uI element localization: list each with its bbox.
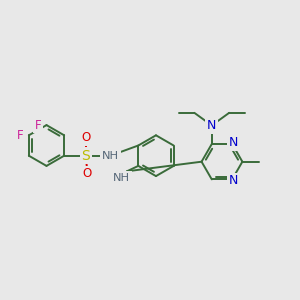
- Text: F: F: [17, 129, 24, 142]
- Text: N: N: [229, 174, 238, 188]
- Text: O: O: [82, 167, 92, 180]
- Text: NH: NH: [102, 151, 119, 161]
- Text: NH: NH: [113, 173, 130, 183]
- Text: N: N: [207, 119, 217, 132]
- Text: N: N: [229, 136, 238, 149]
- Text: F: F: [35, 118, 41, 132]
- Text: S: S: [81, 149, 90, 163]
- Text: O: O: [81, 131, 90, 144]
